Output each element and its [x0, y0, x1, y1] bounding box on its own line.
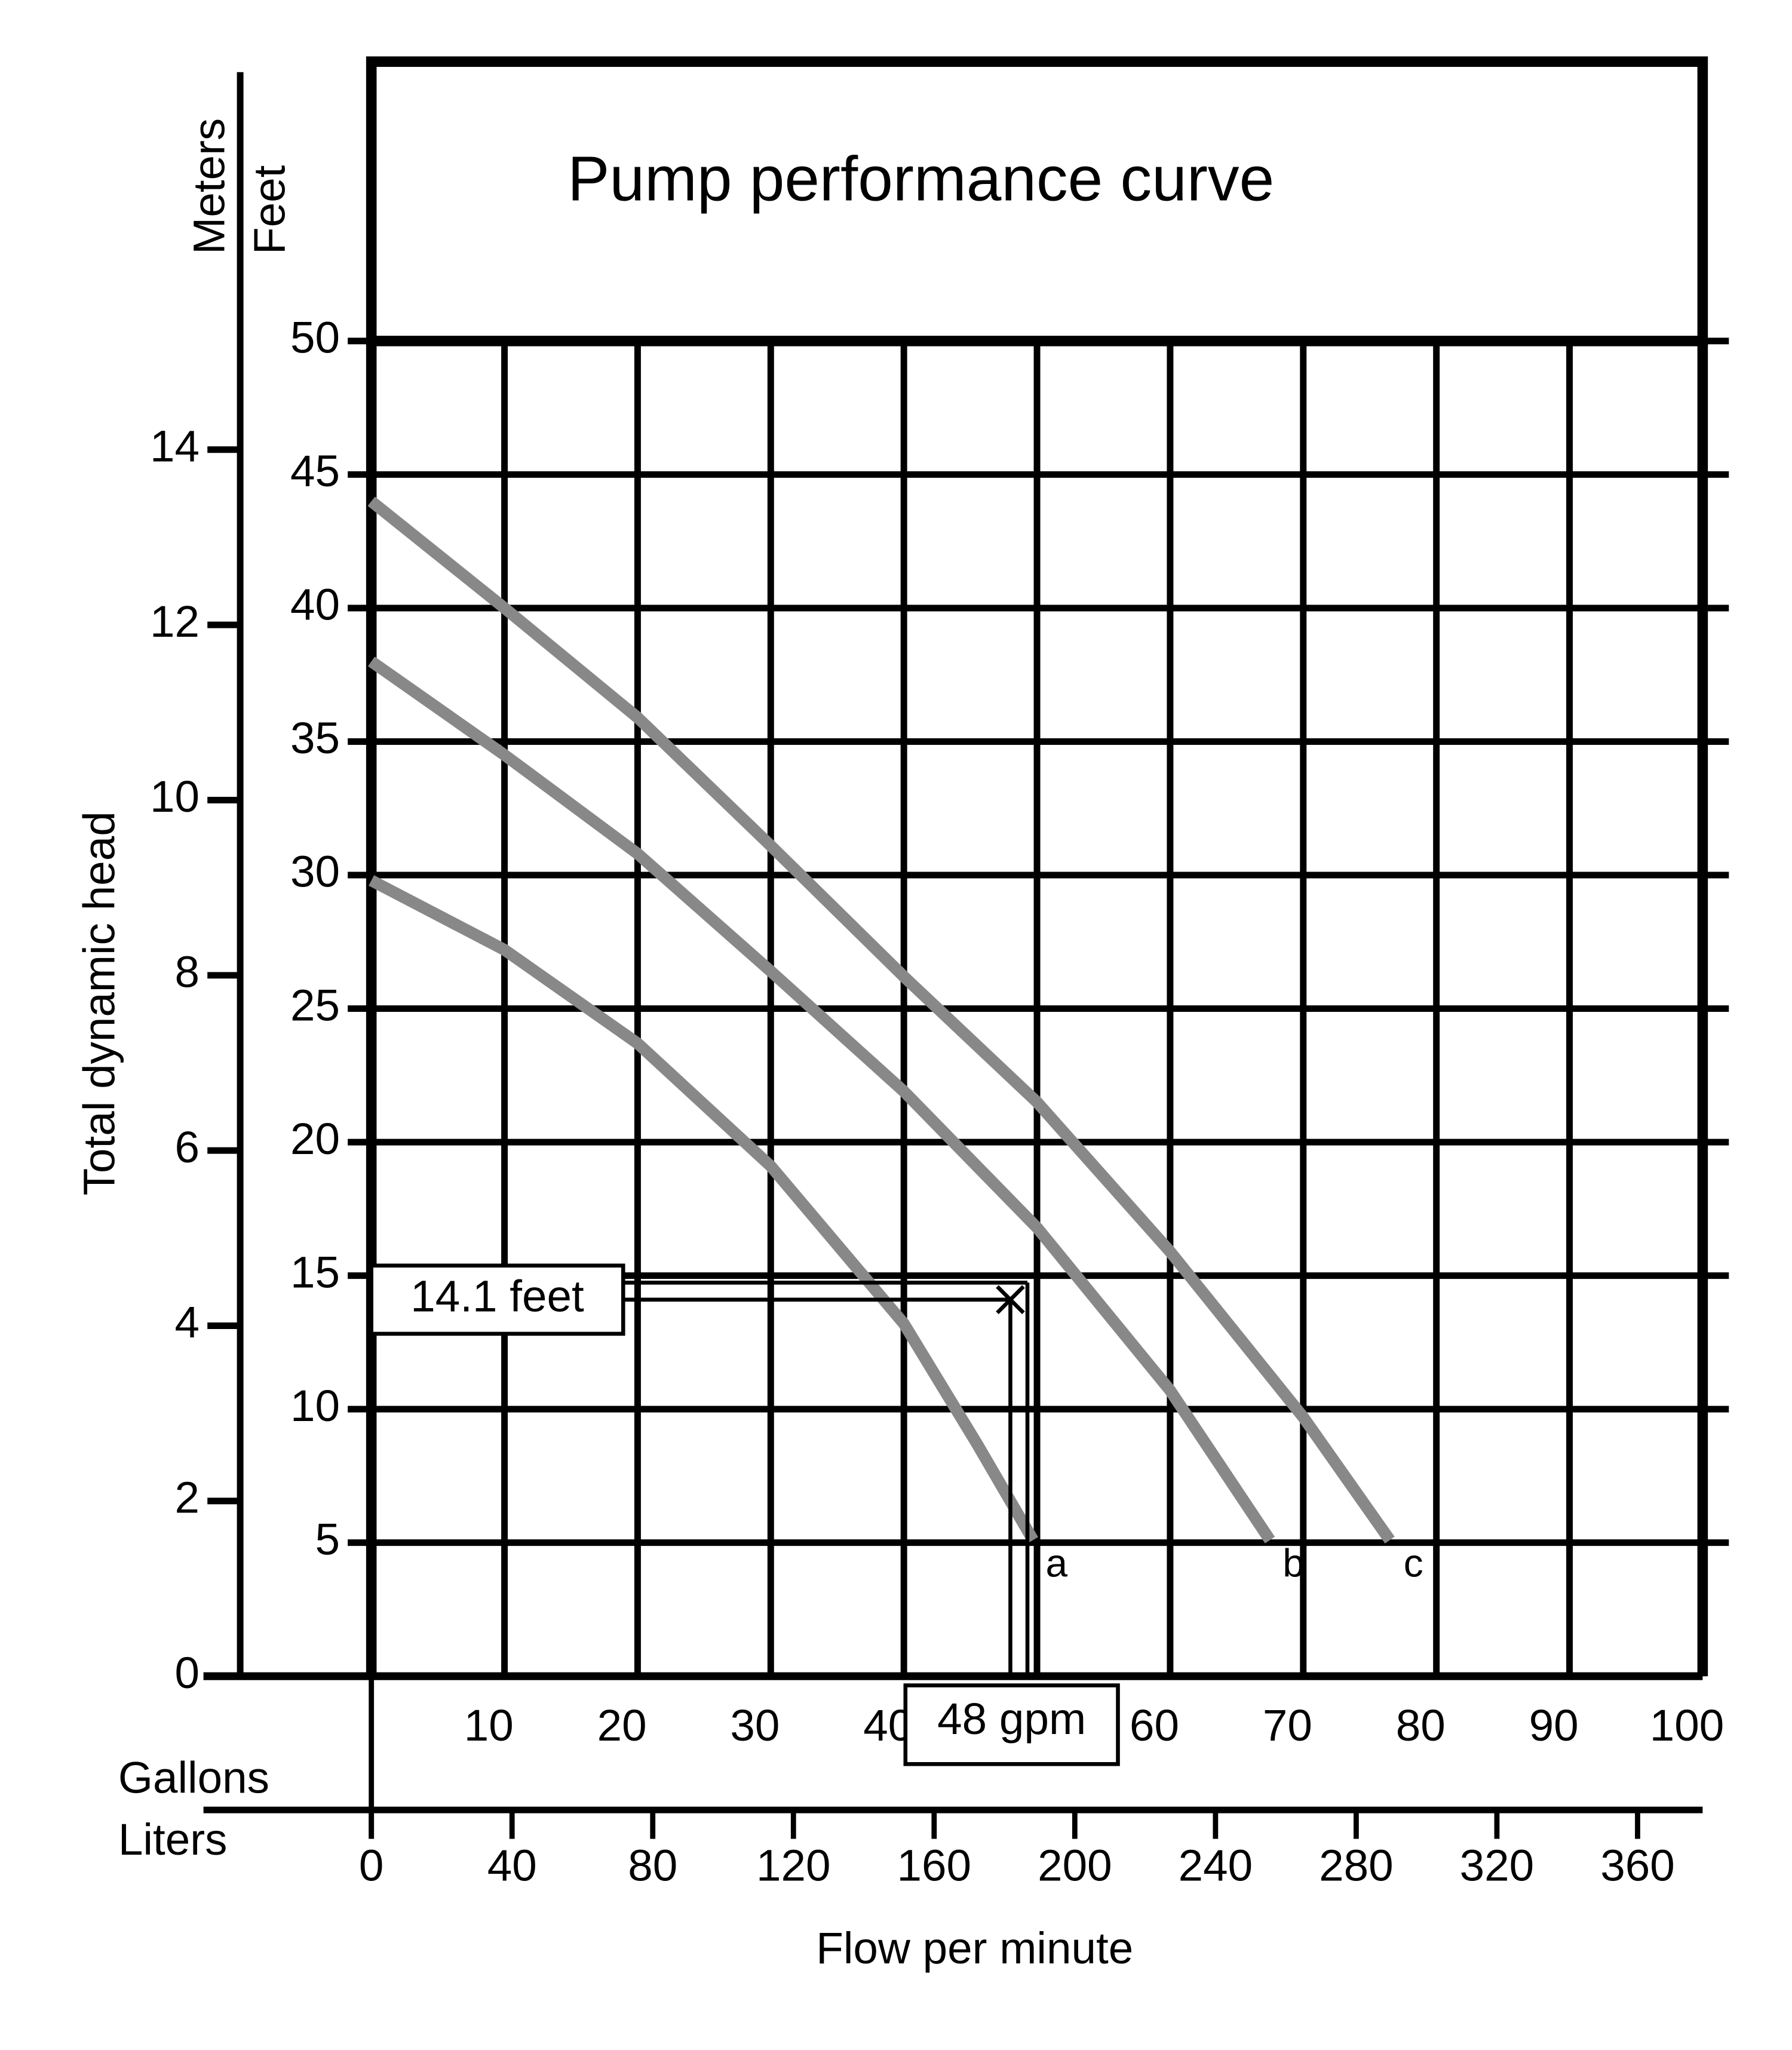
- x2-tick-label: 240: [1179, 1840, 1253, 1891]
- x-tick-label: 20: [597, 1700, 647, 1750]
- y2-unit: Meters: [184, 118, 234, 254]
- x2-tick-label: 0: [359, 1840, 384, 1891]
- y-tick-label: 15: [290, 1247, 340, 1297]
- x-tick-label: 100: [1650, 1700, 1725, 1750]
- x-tick-label: 80: [1396, 1700, 1446, 1750]
- pump-curve: [369, 875, 1038, 1543]
- y2-tick-label: 14: [150, 421, 200, 471]
- y2-tick-label: 6: [175, 1122, 200, 1172]
- y-tick-label: 10: [290, 1380, 340, 1431]
- y-axis-label: Total dynamic head: [73, 811, 124, 1195]
- y-tick-label: 30: [290, 846, 340, 897]
- x2-tick-label: 120: [756, 1840, 831, 1891]
- y2-tick-label: 2: [175, 1472, 200, 1523]
- y2-tick-label: 12: [150, 596, 200, 646]
- y2-tick-label: 10: [150, 771, 200, 821]
- y-tick-label: 20: [290, 1113, 340, 1164]
- x2-tick-label: 280: [1319, 1840, 1394, 1891]
- x-axis-label: Flow per minute: [816, 1923, 1133, 1973]
- annotation-box: [903, 1683, 1120, 1766]
- x-tick-label: 60: [1130, 1700, 1179, 1750]
- x2-tick-label: 160: [897, 1840, 972, 1891]
- annotation-label: 14.1 feet: [410, 1271, 584, 1321]
- y-tick-label: 40: [290, 579, 340, 630]
- y2-tick-label: 0: [175, 1647, 200, 1698]
- x2-tick-label: 80: [628, 1840, 677, 1891]
- y-unit: Feet: [244, 165, 294, 254]
- x-tick-label: 70: [1263, 1700, 1312, 1750]
- x2-tick-label: 360: [1600, 1840, 1675, 1891]
- x-tick-label: 90: [1529, 1700, 1579, 1750]
- pump-curve: [368, 656, 1275, 1543]
- y-tick-label: 45: [290, 446, 340, 496]
- operating-point: [996, 1285, 1025, 1315]
- y-tick-label: 25: [290, 980, 340, 1030]
- x2-unit: Liters: [118, 1814, 228, 1864]
- curve-label: a: [1046, 1541, 1068, 1585]
- x2-tick-label: 200: [1038, 1840, 1112, 1891]
- x-unit: Gallons: [118, 1753, 269, 1803]
- y-tick-label: 5: [315, 1514, 340, 1564]
- curve-label: c: [1404, 1541, 1423, 1585]
- annotation-box: [369, 1263, 625, 1336]
- y-tick-label: 50: [290, 312, 340, 363]
- curve-label: b: [1282, 1541, 1305, 1585]
- x-tick-label: 10: [464, 1700, 514, 1750]
- x2-tick-label: 320: [1460, 1840, 1535, 1891]
- y2-tick-label: 8: [175, 947, 200, 997]
- chart-title: Pump performance curve: [567, 144, 1274, 214]
- annotation-label: 48 gpm: [937, 1693, 1086, 1744]
- x2-tick-label: 40: [487, 1840, 537, 1891]
- x-tick-label: 30: [730, 1700, 780, 1750]
- y-tick-label: 35: [290, 713, 340, 763]
- y2-tick-label: 4: [175, 1297, 200, 1347]
- pump-curve: [367, 496, 1395, 1543]
